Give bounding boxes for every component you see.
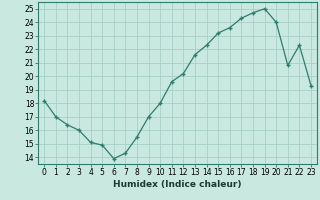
- X-axis label: Humidex (Indice chaleur): Humidex (Indice chaleur): [113, 180, 242, 189]
